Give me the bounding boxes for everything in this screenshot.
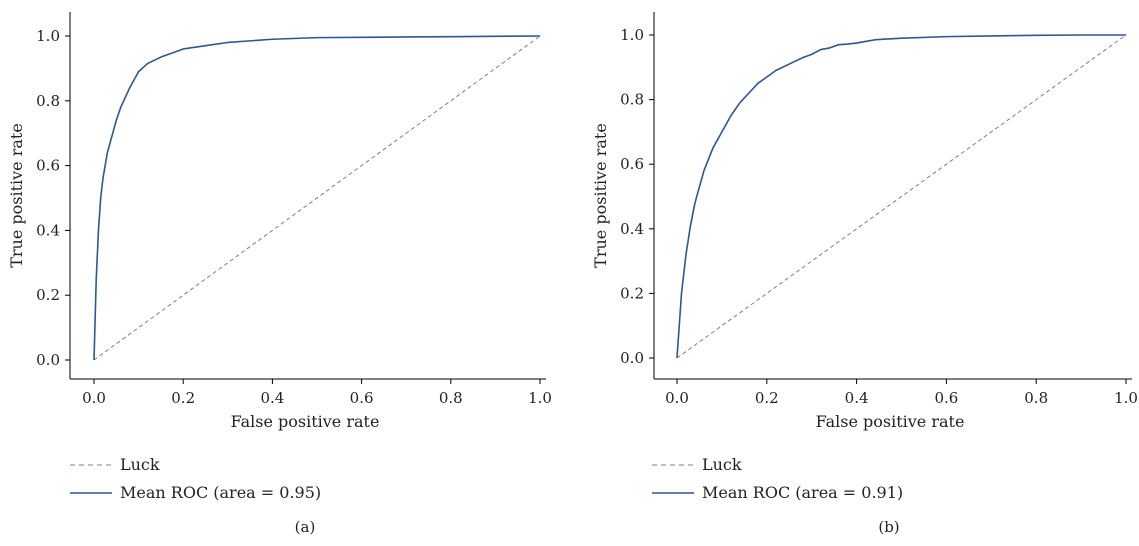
mean-roc-line	[93, 35, 541, 361]
x-tick-label: 1.0	[1114, 389, 1138, 407]
roc-panel-b: 0.0 0.2 0.4 0.6 0.8 1.0 0.0 0.2 0.4 0.6 0.8 1.0 Fals…	[591, 12, 1138, 536]
x-axis-label: False positive rate	[816, 412, 965, 431]
y-tick-label: 0.8	[36, 92, 60, 110]
y-tick-label: 0.2	[36, 286, 60, 304]
y-tick-label: 0.6	[36, 157, 60, 175]
x-tick-label: 0.6	[350, 389, 374, 407]
x-tick-label: 0.2	[755, 389, 779, 407]
y-axis-label: True positive rate	[7, 123, 26, 268]
roc-panel-a: 0.0 0.2 0.4 0.6 0.8 1.0 0.0 0.2 0.4 0.6 0.8 1.0 Fals…	[7, 12, 552, 536]
x-tick-label: 0.8	[1024, 389, 1048, 407]
y-tick-label: 0.0	[620, 349, 644, 367]
legend-roc-label: Mean ROC (area = 0.91)	[702, 483, 903, 502]
x-tick-label: 0.2	[171, 389, 195, 407]
x-tick-label: 0.6	[934, 389, 958, 407]
luck-line	[93, 35, 541, 361]
panel-caption: (b)	[878, 518, 899, 536]
x-tick-label: 0.8	[439, 389, 463, 407]
y-axis-label: True positive rate	[591, 123, 610, 268]
mean-roc-line	[676, 34, 1126, 359]
y-tick-label: 0.6	[620, 155, 644, 173]
x-tick-label: 0.4	[260, 389, 284, 407]
x-tick-label: 1.0	[528, 389, 552, 407]
y-tick-label: 0.4	[620, 220, 644, 238]
legend-roc-label: Mean ROC (area = 0.95)	[120, 483, 321, 502]
y-tick-label: 0.4	[36, 221, 60, 239]
luck-line	[676, 34, 1127, 359]
x-axis-label: False positive rate	[231, 412, 380, 431]
x-tick-label: 0.0	[665, 389, 689, 407]
y-tick-label: 0.0	[36, 351, 60, 369]
y-tick-label: 1.0	[36, 27, 60, 45]
y-tick-label: 0.2	[620, 284, 644, 302]
y-tick-label: 0.8	[620, 91, 644, 109]
y-tick-label: 1.0	[620, 26, 644, 44]
panel-caption: (a)	[295, 518, 316, 536]
legend-luck-label: Luck	[702, 455, 742, 474]
x-tick-label: 0.0	[82, 389, 106, 407]
x-tick-label: 0.4	[845, 389, 869, 407]
legend-luck-label: Luck	[120, 455, 160, 474]
